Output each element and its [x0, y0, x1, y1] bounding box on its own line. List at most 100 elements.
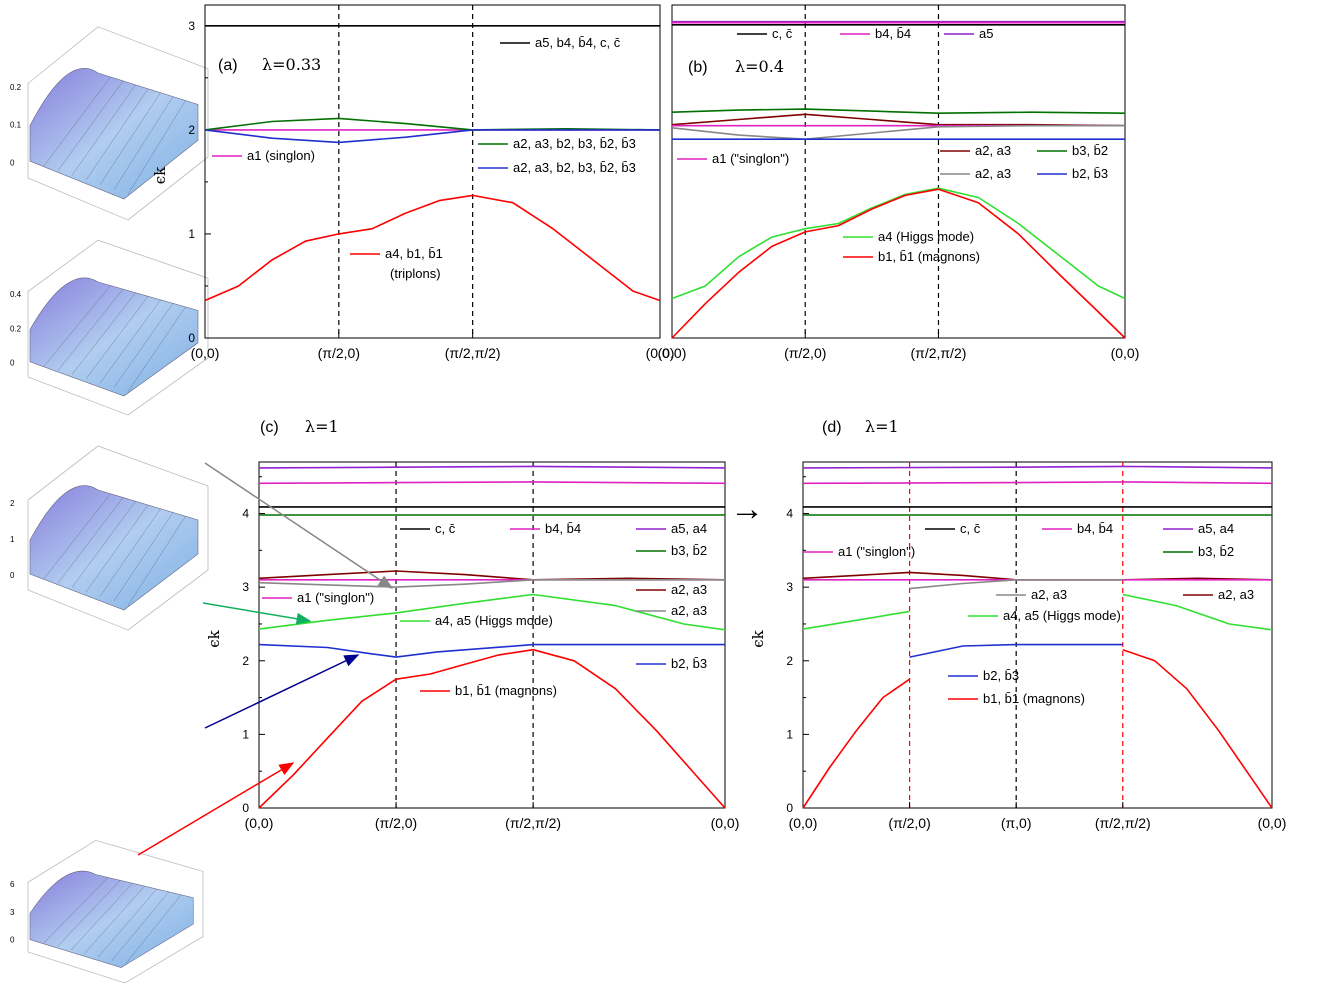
inset-grid [57, 80, 124, 171]
legend-entry: a4, b1, b̄1 [385, 246, 443, 261]
legend-entry: a4 (Higgs mode) [878, 229, 974, 244]
lambda-label: λ=0.33 [262, 55, 321, 74]
inset-box [27, 445, 209, 631]
y-tick-label: 0 [242, 801, 249, 815]
inset-box [27, 239, 209, 416]
series-line-0 [802, 465, 1273, 469]
lambda-label: λ=1 [305, 417, 339, 436]
y-tick-label: 2 [242, 654, 249, 668]
panel-d: 0 1 2 3 4 (0,0) (π/2,0) (π,0) (π/2,π/2) (0,0) ϵk (d… [749, 417, 1286, 831]
x-tick-label: (π/2,π/2) [911, 345, 967, 361]
legend-entry: b3, b̄2 [1198, 544, 1234, 559]
y-tick-label: 1 [188, 227, 195, 241]
inset-z-tick: 0 [10, 571, 15, 580]
inset-arrow-4 [137, 762, 295, 856]
legend-entry: a2, a3 [1031, 587, 1067, 602]
series-line-1 [802, 481, 1273, 485]
inset-z-tick: 0.2 [10, 83, 22, 92]
x-tick-label: (π/2,0) [888, 815, 930, 831]
y-tick-label: 3 [188, 19, 195, 33]
series-line-8 [258, 643, 725, 658]
legend-entry: a5 [979, 26, 993, 41]
legend-entry: c, c̄ [772, 26, 793, 41]
inset-grid [125, 894, 182, 965]
legend-entry: b1, b̄1 (magnons) [983, 691, 1085, 706]
series-line-6 [258, 579, 725, 588]
inset-grid [57, 880, 121, 947]
legend-entry: a4, a5 (Higgs mode) [435, 613, 553, 628]
inset-3: 2 1 0 [10, 445, 209, 631]
inset-grid [113, 303, 174, 388]
inset-grid [85, 296, 149, 380]
inset-surface [29, 277, 199, 397]
inset-box [27, 839, 204, 984]
legend-entry: b4, b̄4 [545, 521, 581, 536]
x-tick-label: (0,0) [1258, 815, 1287, 831]
legend-entry: b2, b̄3 [671, 656, 707, 671]
inset-z-tick: 0 [10, 158, 15, 167]
legend-entry: a2, a3 [671, 582, 707, 597]
inset-2: 0.4 0.2 0 [10, 239, 209, 416]
series-line-9 [671, 188, 1126, 339]
inset-box [27, 26, 209, 221]
panel-label: (b) [688, 59, 708, 76]
series-line-3 [204, 129, 660, 144]
legend-entry: a5, a4 [1198, 521, 1234, 536]
series-line-9 [258, 648, 726, 809]
panel-b: (0,0) (π/2,0) (π/2,π/2) (0,0) (b) λ=0.4 c, c̄ b… [658, 4, 1139, 361]
series-line-1 [258, 481, 726, 485]
legend-entry: b2, b̄3 [983, 668, 1019, 683]
legend-entry: b1, b̄1 (magnons) [878, 249, 980, 264]
inset-surface [29, 870, 194, 968]
legend-entry: a1 ("singlon") [712, 151, 789, 166]
series-line-8 [671, 187, 1126, 300]
x-tick-label: (0,0) [789, 815, 818, 831]
inset-grid [113, 96, 174, 190]
inset-grid [43, 493, 111, 579]
x-tick-label: (0,0) [191, 345, 220, 361]
inset-grid [127, 306, 186, 392]
y-tick-label: 4 [786, 507, 793, 521]
inset-grid [99, 92, 161, 185]
series-line-0 [258, 465, 726, 469]
inset-grid [43, 76, 111, 167]
legend-entry: a2, a3 [975, 143, 1011, 158]
legend-entry: b3, b̄2 [1072, 143, 1108, 158]
inset-z-tick: 0.4 [10, 290, 22, 299]
series-line-9 [909, 643, 1123, 658]
x-tick-label: (π/2,π/2) [1095, 815, 1151, 831]
series-line-8 [1122, 593, 1273, 631]
inset-z-tick: 2 [10, 499, 15, 508]
legend-entry: a1 ("singlon") [838, 544, 915, 559]
y-tick-label: 3 [786, 580, 793, 594]
series-line-2 [204, 117, 661, 131]
series-line-6 [909, 579, 1123, 590]
legend-entry: c, c̄ [960, 521, 981, 536]
inset-surface [29, 485, 199, 611]
inset-grid [71, 292, 136, 375]
x-tick-label: (0,0) [646, 345, 675, 361]
inset-arrow-3 [204, 654, 360, 729]
inset-z-tick: 3 [10, 908, 15, 917]
inset-grid [99, 508, 161, 597]
x-tick-label: (π/2,0) [318, 345, 360, 361]
legend-entry: b4, b̄4 [1077, 521, 1113, 536]
inset-grid [113, 512, 174, 602]
inset-grid [43, 285, 111, 367]
x-tick-label: (π/2,π/2) [505, 815, 561, 831]
legend-entry: a2, a3, b2, b3, b̄2, b̄3 [513, 160, 636, 175]
inset-grid [57, 289, 124, 371]
x-tick-label: (π/2,π/2) [445, 345, 501, 361]
inset-grid [85, 504, 149, 593]
series-line-10 [802, 678, 911, 809]
inset-z-tick: 6 [10, 880, 15, 889]
y-tick-label: 3 [242, 580, 249, 594]
inset-z-tick: 0.2 [10, 324, 22, 333]
legend-entry: b3, b̄2 [671, 543, 707, 558]
inset-arrow-1 [204, 462, 394, 589]
legend-entry: a2, a3 [975, 166, 1011, 181]
y-tick-label: 2 [188, 123, 195, 137]
legend-entry-2: (triplons) [390, 266, 441, 281]
inset-grid [43, 877, 109, 944]
